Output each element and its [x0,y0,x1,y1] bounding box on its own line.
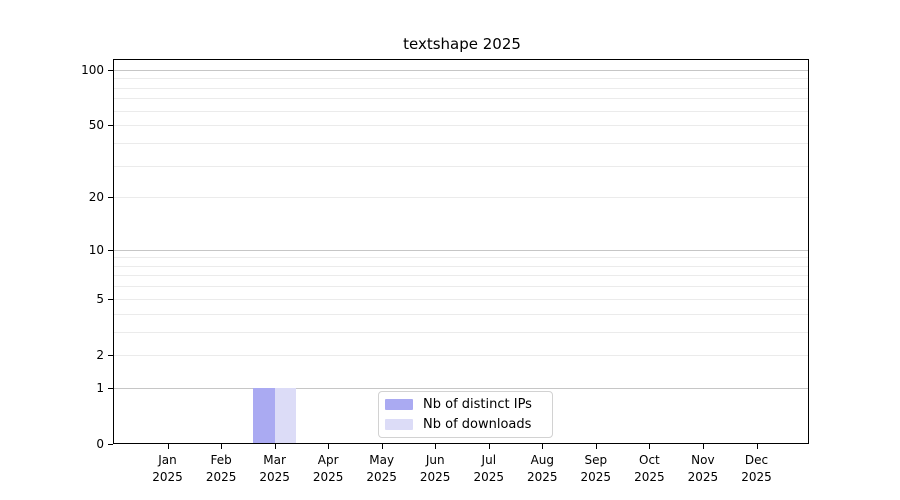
y-axis-tick-label: 1 [96,380,104,395]
minor-gridline [114,286,809,288]
minor-gridline [114,257,809,259]
minor-gridline [114,110,809,112]
y-axis-tick [108,125,113,127]
chart-title: textshape 2025 [403,35,521,53]
major-gridline [114,249,809,251]
y-axis-tick [108,298,113,300]
minor-gridline [114,98,809,100]
x-axis-tick [595,444,597,449]
y-axis-tick [108,387,113,389]
x-axis-tick [702,444,704,449]
minor-gridline [114,125,809,127]
minor-gridline [114,331,809,333]
x-axis-tick [488,444,490,449]
y-axis-tick [108,69,113,71]
major-gridline [114,69,809,71]
minor-gridline [114,197,809,199]
bar-distinct-ips [253,387,275,444]
legend: Nb of distinct IPs Nb of downloads [378,391,553,438]
legend-swatch-distinct-ips-icon [385,399,413,410]
y-axis-tick-label: 100 [81,62,104,77]
legend-item-distinct-ips: Nb of distinct IPs [385,397,552,412]
x-axis-tick-label: Nov 2025 [687,453,719,484]
y-axis-tick [108,354,113,356]
y-axis-tick-label: 0 [96,437,104,451]
x-axis-tick [542,444,544,449]
x-axis-tick [381,444,383,449]
y-axis-tick-label: 5 [96,291,104,306]
y-axis-tick-label: 50 [88,118,104,133]
y-axis-tick [108,197,113,199]
bar-downloads [274,387,296,444]
y-axis-tick [108,444,113,445]
y-axis-tick-label: 10 [88,242,104,257]
minor-gridline [114,165,809,167]
minor-gridline [114,298,809,300]
x-axis-tick-label: Jan 2025 [152,453,183,484]
minor-gridline [114,78,809,80]
minor-gridline [114,275,809,277]
x-axis-tick [167,444,169,449]
x-axis-tick [435,444,437,449]
x-axis-tick [221,444,223,449]
minor-gridline [114,354,809,356]
y-axis-tick-label: 20 [88,190,104,205]
x-axis-tick [649,444,651,449]
minor-gridline [114,142,809,144]
x-axis-tick [756,444,758,449]
legend-label-downloads: Nb of downloads [423,417,532,432]
x-axis-tick [328,444,330,449]
x-axis-tick-label: Feb 2025 [205,453,237,484]
minor-gridline [114,313,809,315]
x-axis-tick-label: Mar 2025 [259,453,290,484]
x-axis-tick-label: Jun 2025 [419,453,451,484]
minor-gridline [114,265,809,267]
legend-swatch-downloads-icon [385,419,413,430]
x-axis-tick-label: Dec 2025 [741,453,772,484]
x-axis-tick-label: Apr 2025 [312,453,344,484]
x-axis-tick-label: Aug 2025 [527,453,558,484]
plot-frame [113,59,809,444]
legend-label-distinct-ips: Nb of distinct IPs [423,397,532,412]
x-axis-tick [274,444,276,449]
minor-gridline [114,87,809,89]
major-gridline [114,387,809,389]
x-axis-tick-label: Jul 2025 [473,453,505,484]
x-axis-tick-label: Sep 2025 [580,453,612,484]
legend-item-downloads: Nb of downloads [385,417,552,432]
y-axis-tick [108,249,113,251]
x-axis-tick-label: May 2025 [366,453,397,484]
x-axis-tick-label: Oct 2025 [634,453,665,484]
y-axis-tick-label: 2 [96,347,104,362]
